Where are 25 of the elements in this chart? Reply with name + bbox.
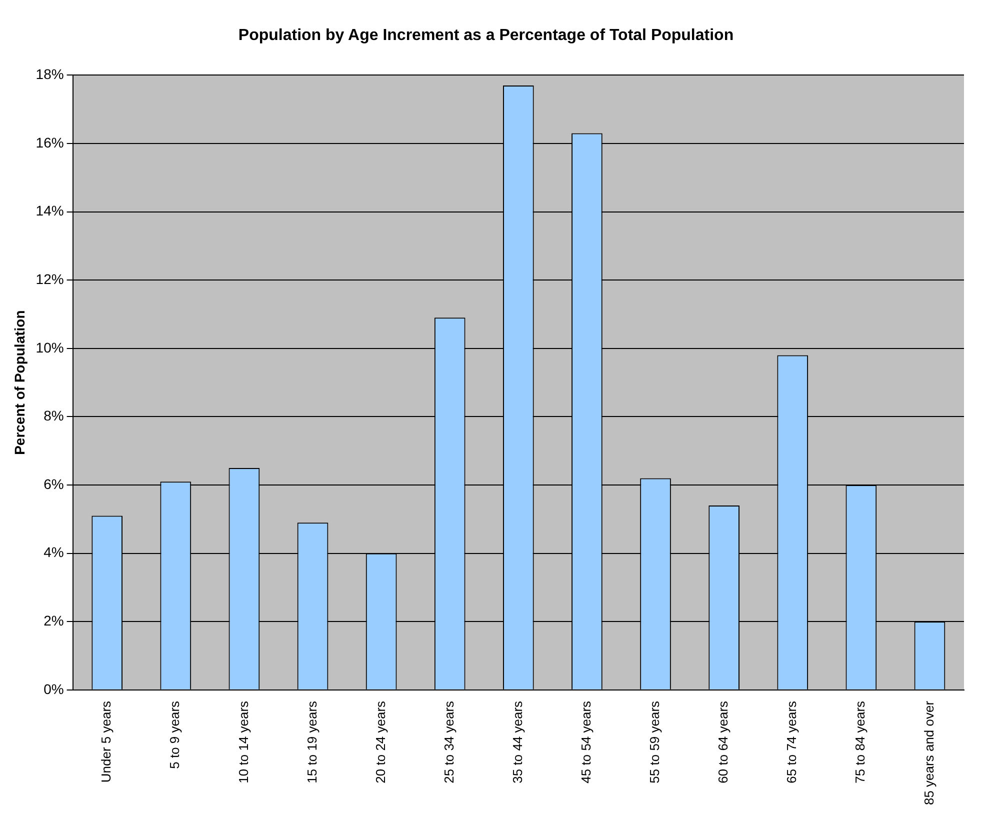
y-tick-label: 16% [36,134,64,150]
y-tick-label: 18% [36,66,64,82]
chart-title: Population by Age Increment as a Percentage of Total Population [238,27,734,44]
y-tick-label: 12% [36,270,64,287]
x-tick-label: 75 to 84 years [852,700,868,784]
x-tick-label: 85 years and over [921,700,936,806]
x-tick-label: 15 to 19 years [304,700,320,784]
x-tick-label: 25 to 34 years [441,700,456,784]
x-tick-label: 60 to 64 years [716,700,731,784]
x-tick-label: 55 to 59 years [647,700,662,784]
y-tick-label: 2% [44,612,64,628]
x-tick-label: Under 5 years [98,700,114,783]
x-tick-label: 10 to 14 years [236,700,251,784]
y-tick-label: 8% [44,408,64,424]
x-tick-label: 20 to 24 years [372,700,388,784]
x-tick-label: 35 to 44 years [510,700,525,784]
x-tick-label: 65 to 74 years [784,700,800,784]
y-axis-title: Percent of Population [11,310,28,455]
x-tick-label: 5 to 9 years [167,700,182,769]
x-tick-label: 45 to 54 years [578,700,594,784]
y-tick-label: 4% [44,544,64,560]
y-tick-label: 6% [44,476,64,492]
y-tick-label: 0% [44,680,64,697]
y-tick-label: 14% [36,202,64,219]
y-tick-label: 10% [36,339,64,356]
